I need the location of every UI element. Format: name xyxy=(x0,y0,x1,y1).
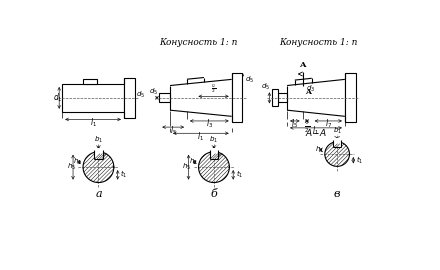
Polygon shape xyxy=(325,142,349,166)
Text: б: б xyxy=(211,189,217,199)
Text: $d_3$: $d_3$ xyxy=(306,83,315,94)
Text: $l_3$: $l_3$ xyxy=(206,118,213,130)
Bar xyxy=(159,93,170,103)
Text: $d_5$: $d_5$ xyxy=(136,90,145,100)
Bar xyxy=(210,148,218,159)
Text: $d_5$: $d_5$ xyxy=(149,87,158,97)
Bar xyxy=(272,89,278,106)
Text: а: а xyxy=(95,189,102,199)
Text: $l_5$: $l_5$ xyxy=(291,118,298,130)
Text: Конусность 1: n: Конусность 1: n xyxy=(279,38,357,47)
Text: $d_5$: $d_5$ xyxy=(245,75,254,85)
Text: $h_5$: $h_5$ xyxy=(183,162,192,172)
Text: $\frac{l_2}{2}$: $\frac{l_2}{2}$ xyxy=(211,82,216,95)
Text: $t_1$: $t_1$ xyxy=(356,155,363,166)
Text: $l_1$: $l_1$ xyxy=(90,116,96,129)
Text: $l_1$: $l_1$ xyxy=(198,130,204,143)
Text: Конусность 1: n: Конусность 1: n xyxy=(159,38,238,47)
Text: $h_1$: $h_1$ xyxy=(189,157,198,167)
Text: $l_5$: $l_5$ xyxy=(170,124,176,137)
Text: $l_1$: $l_1$ xyxy=(312,125,319,137)
Text: $h_5$: $h_5$ xyxy=(67,162,76,172)
Polygon shape xyxy=(198,152,229,183)
Text: $l_7$: $l_7$ xyxy=(325,118,332,130)
Bar xyxy=(278,93,287,103)
Bar xyxy=(232,73,242,123)
Text: $d_1$: $d_1$ xyxy=(52,92,62,104)
Text: $b_1$: $b_1$ xyxy=(209,135,219,145)
Bar xyxy=(94,148,103,159)
Text: A: A xyxy=(305,88,311,96)
Text: $h_1$: $h_1$ xyxy=(315,145,324,155)
Polygon shape xyxy=(83,152,114,183)
Bar xyxy=(62,84,124,112)
Text: $d_3$: $d_3$ xyxy=(234,80,243,91)
Text: $t_1$: $t_1$ xyxy=(120,169,127,180)
Bar xyxy=(345,73,356,123)
Text: $d_1$: $d_1$ xyxy=(347,80,356,91)
Bar xyxy=(83,79,97,84)
Text: $t_1$: $t_1$ xyxy=(235,169,243,180)
Text: $h_1$: $h_1$ xyxy=(73,157,82,167)
Text: $A{-}A$: $A{-}A$ xyxy=(305,127,327,138)
Text: $b_1$: $b_1$ xyxy=(333,125,342,136)
Text: $b_1$: $b_1$ xyxy=(94,135,103,145)
Bar xyxy=(124,78,135,118)
Text: $\frac{l_2}{2}$: $\frac{l_2}{2}$ xyxy=(304,118,310,135)
Text: в: в xyxy=(334,189,341,199)
Text: $d_1$: $d_1$ xyxy=(234,105,243,115)
Bar xyxy=(334,138,341,147)
Text: A: A xyxy=(299,60,306,69)
Text: $d_5$: $d_5$ xyxy=(261,82,270,92)
